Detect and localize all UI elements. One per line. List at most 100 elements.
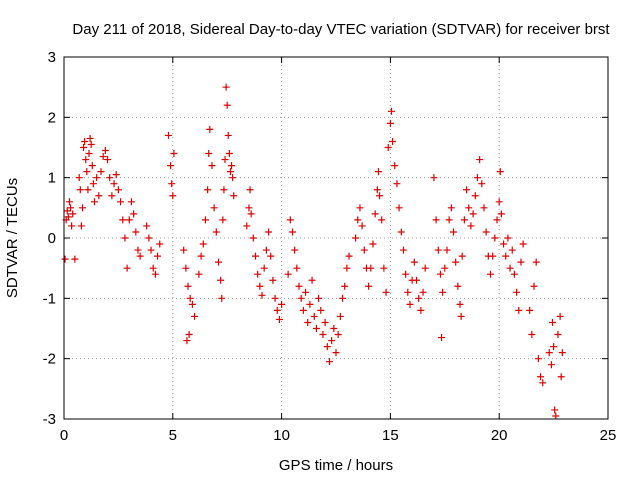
data-point <box>147 246 155 254</box>
data-point <box>208 162 216 170</box>
data-point <box>210 204 218 212</box>
data-point <box>251 252 259 260</box>
data-point <box>343 264 351 272</box>
data-point <box>229 174 237 182</box>
data-point <box>334 331 342 339</box>
data-point <box>228 162 236 170</box>
data-point <box>95 192 103 200</box>
data-point <box>164 131 172 139</box>
data-point <box>550 343 558 351</box>
data-point <box>89 180 97 188</box>
data-point <box>63 207 71 215</box>
data-point <box>378 216 386 224</box>
data-point <box>404 288 412 296</box>
data-point <box>315 294 323 302</box>
data-point <box>532 258 540 266</box>
data-point <box>212 228 220 236</box>
data-point <box>539 379 547 387</box>
data-point <box>365 282 373 290</box>
data-point <box>295 282 303 290</box>
data-point <box>356 204 364 212</box>
data-point <box>406 300 414 308</box>
data-point <box>101 147 109 155</box>
data-point <box>325 358 333 366</box>
data-point <box>184 282 192 290</box>
data-point <box>554 331 562 339</box>
data-point <box>556 312 564 320</box>
data-point <box>134 246 142 254</box>
data-point <box>260 264 268 272</box>
data-point <box>417 306 425 314</box>
data-point <box>87 140 95 148</box>
data-point <box>441 264 449 272</box>
data-point <box>275 315 283 323</box>
data-point <box>393 180 401 188</box>
data-point <box>205 150 213 158</box>
data-point <box>552 412 560 420</box>
data-point <box>352 234 360 242</box>
data-point <box>286 216 294 224</box>
data-point <box>230 192 238 200</box>
data-point <box>180 246 188 254</box>
data-point <box>373 186 381 194</box>
data-point <box>65 198 73 206</box>
data-point <box>465 204 473 212</box>
data-point <box>496 168 504 176</box>
x-tick-label: 5 <box>169 427 177 444</box>
data-point <box>104 156 112 164</box>
data-point <box>167 162 175 170</box>
data-point <box>114 186 122 194</box>
data-point <box>76 186 84 194</box>
data-point <box>500 240 508 248</box>
data-point <box>291 246 299 254</box>
data-point <box>186 294 194 302</box>
data-point <box>358 222 366 230</box>
data-point <box>537 373 545 381</box>
data-point <box>517 258 525 266</box>
data-point <box>382 288 390 296</box>
data-point <box>410 258 418 266</box>
data-point <box>273 306 281 314</box>
data-point <box>323 343 331 351</box>
data-point <box>267 252 275 260</box>
data-point <box>380 264 388 272</box>
data-point <box>504 234 512 242</box>
data-point <box>557 373 565 381</box>
data-point <box>438 334 446 342</box>
data-points <box>61 83 566 420</box>
data-point <box>480 204 488 212</box>
data-point <box>82 156 90 164</box>
data-point <box>278 300 286 308</box>
data-point <box>151 270 159 278</box>
data-point <box>491 234 499 242</box>
data-point <box>262 246 270 254</box>
data-point <box>456 300 464 308</box>
data-point <box>284 270 292 278</box>
data-point <box>191 312 199 320</box>
data-point <box>447 204 455 212</box>
data-point <box>526 306 534 314</box>
data-point <box>328 337 336 345</box>
data-point <box>293 264 301 272</box>
data-point <box>386 119 394 127</box>
data-point <box>513 288 521 296</box>
data-point <box>510 270 518 278</box>
data-point <box>224 131 232 139</box>
data-point <box>439 288 447 296</box>
data-point <box>336 312 344 320</box>
data-point <box>528 331 536 339</box>
data-point <box>204 186 212 194</box>
y-tick-label: 3 <box>48 49 56 66</box>
data-point <box>443 246 451 254</box>
data-point <box>182 264 190 272</box>
data-point <box>330 325 338 332</box>
data-point <box>519 240 527 248</box>
data-point <box>69 210 77 218</box>
data-point <box>199 240 207 248</box>
data-point <box>489 252 497 260</box>
data-point <box>374 168 382 176</box>
x-tick-label: 10 <box>273 427 290 444</box>
x-tick-label: 15 <box>382 427 399 444</box>
data-point <box>345 252 353 260</box>
